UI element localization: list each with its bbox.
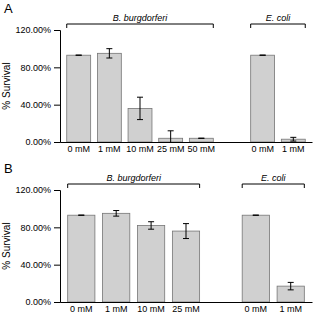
y-axis-line — [54, 191, 61, 303]
error-bar — [253, 215, 259, 216]
y-tick-mark — [54, 105, 60, 106]
error-bar — [78, 215, 84, 216]
x-tick: 1 mM — [282, 142, 305, 154]
y-tick-label: 40.00% — [20, 100, 51, 110]
bracket — [67, 24, 214, 28]
panel-title: A — [4, 1, 13, 16]
x-tick-label: 0 mM — [245, 304, 268, 314]
x-tick: 1 mM — [279, 302, 302, 314]
error-bar — [168, 131, 174, 142]
error-bar — [137, 97, 143, 119]
plot: 0.00% 40.00% 80.00% 120.00% % Survival 0 mM 1 … — [1, 13, 313, 154]
x-tick-label: 0 mM — [70, 304, 93, 314]
x-tick: 25 mM — [172, 302, 200, 314]
x-tick-label: 10 mM — [126, 144, 154, 154]
panel-title: B — [4, 161, 13, 176]
bar — [97, 53, 121, 142]
y-tick-label: 0.00% — [25, 137, 51, 147]
x-tick-label: 0 mM — [67, 144, 90, 154]
error-bar — [290, 137, 296, 141]
y-tick-mark — [54, 227, 60, 228]
y-axis-title: % Survival — [1, 222, 12, 269]
x-axis: 0 mM 1 mM 10 mM25 mM50 mM 0 mM 1 mM — [61, 142, 313, 154]
bar — [251, 55, 275, 142]
x-tick-label: 25 mM — [157, 144, 185, 154]
x-axis-line — [61, 142, 313, 143]
x-tick-label: 0 mM — [251, 144, 274, 154]
chart: A 0.00% 40.00% 80.00% 120.00% % Survival 0 mM 1… — [0, 0, 320, 320]
x-tick-label: 10 mM — [137, 304, 165, 314]
x-tick: 25 mM — [157, 142, 185, 154]
bar — [103, 213, 130, 302]
y-tick-mark — [54, 142, 60, 143]
y-tick-mark — [54, 67, 60, 68]
marks — [68, 211, 305, 302]
error-bar — [106, 49, 112, 58]
bar — [242, 215, 269, 302]
y-tick-label: 0.00% — [25, 297, 51, 307]
bar — [189, 138, 213, 142]
y-tick: 0.00% — [25, 137, 60, 147]
x-tick: 1 mM — [105, 302, 128, 314]
panel: B 0.00% 40.00% 80.00% 120.00% % Survival 0 mM 1… — [1, 161, 313, 314]
y-tick: 40.00% — [20, 260, 60, 270]
group-title: E. coli — [261, 173, 287, 183]
error-bar — [260, 55, 266, 56]
error-bar — [76, 55, 82, 56]
x-tick-label: 1 mM — [282, 144, 305, 154]
error-bar — [198, 138, 204, 139]
y-tick: 0.00% — [25, 297, 60, 307]
x-axis: 0 mM 1 mM 10 mM 25 mM 0 mM 1 mM — [61, 302, 313, 314]
y-tick: 80.00% — [20, 223, 60, 233]
x-tick-label: 1 mM — [279, 304, 302, 314]
x-tick: 0 mM — [67, 142, 90, 154]
y-tick: 120.00% — [15, 25, 60, 35]
x-tick: 0 mM — [70, 302, 93, 314]
marks — [67, 49, 306, 142]
y-axis-line — [54, 31, 61, 143]
error-bar — [183, 224, 189, 239]
y-tick-label: 80.00% — [20, 223, 51, 233]
plot: 0.00% 40.00% 80.00% 120.00% % Survival 0 mM 1 … — [1, 173, 313, 314]
error-bar — [113, 211, 119, 217]
y-tick-mark — [54, 30, 60, 31]
y-axis: 0.00% 40.00% 80.00% 120.00% — [15, 25, 60, 147]
group-title: E. coli — [266, 13, 292, 23]
x-tick: 50 mM — [188, 142, 216, 154]
x-tick: 0 mM — [251, 142, 274, 154]
x-tick: 0 mM — [245, 302, 268, 314]
bracket — [68, 184, 200, 188]
group-title: B. burgdorferi — [106, 173, 162, 183]
y-tick-mark — [54, 265, 60, 266]
error-bar — [288, 282, 294, 289]
y-tick-label: 120.00% — [15, 25, 51, 35]
y-tick-label: 40.00% — [20, 260, 51, 270]
x-tick-label: 1 mM — [105, 304, 128, 314]
y-tick-mark — [54, 302, 60, 303]
bar — [172, 231, 199, 302]
bracket — [242, 184, 304, 188]
x-axis-line — [61, 302, 313, 303]
bracket — [251, 24, 306, 28]
panel: A 0.00% 40.00% 80.00% 120.00% % Survival 0 mM 1… — [1, 1, 313, 154]
y-tick-mark — [54, 190, 60, 191]
y-axis: 0.00% 40.00% 80.00% 120.00% — [15, 185, 60, 307]
x-tick-label: 50 mM — [188, 144, 216, 154]
y-tick-label: 120.00% — [15, 185, 51, 195]
y-tick: 120.00% — [15, 185, 60, 195]
y-axis-title: % Survival — [1, 62, 12, 109]
bar — [68, 215, 95, 302]
y-tick: 40.00% — [20, 100, 60, 110]
x-tick-label: 25 mM — [172, 304, 200, 314]
y-tick: 80.00% — [20, 63, 60, 73]
error-bar — [148, 222, 154, 229]
x-tick: 1 mM — [98, 142, 121, 154]
x-tick-label: 1 mM — [98, 144, 121, 154]
group-title: B. burgdorferi — [113, 13, 169, 23]
x-tick: 10 mM — [137, 302, 165, 314]
bar — [67, 55, 91, 142]
y-tick-label: 80.00% — [20, 63, 51, 73]
bar — [137, 225, 164, 302]
x-tick: 10 mM — [126, 142, 154, 154]
